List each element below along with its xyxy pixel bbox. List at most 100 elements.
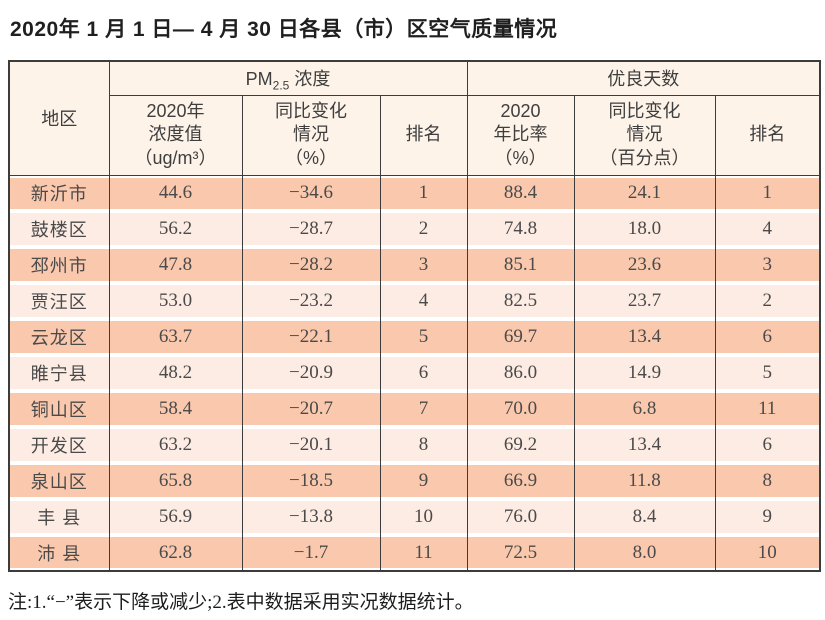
good-ratio-cell: 72.5: [466, 535, 575, 571]
region-cell: 云龙区: [8, 319, 110, 355]
good-change-cell: 24.1: [573, 175, 716, 211]
header-group-row: 地区 PM2.5 浓度 优良天数: [8, 60, 821, 176]
good-change-cell: 23.6: [573, 247, 716, 283]
pm25-label-prefix: PM: [245, 69, 273, 90]
region-cell: 开发区: [8, 427, 110, 463]
header-good-rank: 排名: [714, 94, 821, 176]
region-cell: 新沂市: [8, 175, 110, 211]
good-rank-cell: 1: [714, 175, 821, 211]
pm-change-cell: −20.7: [241, 391, 381, 427]
good-ratio-cell: 88.4: [466, 175, 575, 211]
good-change-cell: 14.9: [573, 355, 716, 391]
table-row: 睢宁县 48.2 −20.9 6 86.0 14.9 5: [8, 355, 821, 391]
table-row: 泉山区 65.8 −18.5 9 66.9 11.8 8: [8, 463, 821, 499]
pm-change-cell: −28.7: [241, 211, 381, 247]
good-rank-cell: 8: [714, 463, 821, 499]
footnote: 注:1.“−”表示下降或减少;2.表中数据采用实况数据统计。: [8, 592, 474, 613]
table-row: 邳州市 47.8 −28.2 3 85.1 23.6 3: [8, 247, 821, 283]
region-cell: 泉山区: [8, 463, 110, 499]
good-ratio-cell: 82.5: [466, 283, 575, 319]
pm-rank-cell: 7: [379, 391, 468, 427]
pm-value-cell: 65.8: [108, 463, 243, 499]
pm-value-cell: 44.6: [108, 175, 243, 211]
header-pm-rank: 排名: [379, 94, 468, 176]
pm-change-cell: −23.2: [241, 283, 381, 319]
region-cell: 沛 县: [8, 535, 110, 571]
good-ratio-cell: 76.0: [466, 499, 575, 535]
table-body: 新沂市 44.6 −34.6 1 88.4 24.1 1 鼓楼区 56.2 −2…: [8, 175, 821, 571]
header-pm25-group: PM2.5 浓度: [108, 60, 468, 96]
pm-rank-cell: 9: [379, 463, 468, 499]
good-change-cell: 18.0: [573, 211, 716, 247]
good-change-cell: 23.7: [573, 283, 716, 319]
pm-change-cell: −1.7: [241, 535, 381, 571]
region-cell: 睢宁县: [8, 355, 110, 391]
pm-value-cell: 47.8: [108, 247, 243, 283]
pm-rank-cell: 10: [379, 499, 468, 535]
pm-rank-cell: 4: [379, 283, 468, 319]
region-cell: 邳州市: [8, 247, 110, 283]
table-row: 丰 县 56.9 −13.8 10 76.0 8.4 9: [8, 499, 821, 535]
pm-rank-cell: 3: [379, 247, 468, 283]
region-cell: 丰 县: [8, 499, 110, 535]
header-good-days-group: 优良天数: [466, 60, 821, 96]
pm-change-cell: −20.1: [241, 427, 381, 463]
pm-rank-cell: 6: [379, 355, 468, 391]
region-cell: 鼓楼区: [8, 211, 110, 247]
table-row: 新沂市 44.6 −34.6 1 88.4 24.1 1: [8, 175, 821, 211]
good-rank-cell: 11: [714, 391, 821, 427]
good-rank-cell: 3: [714, 247, 821, 283]
pm-value-cell: 58.4: [108, 391, 243, 427]
pm-rank-cell: 5: [379, 319, 468, 355]
table-row: 铜山区 58.4 −20.7 7 70.0 6.8 11: [8, 391, 821, 427]
pm-change-cell: −28.2: [241, 247, 381, 283]
table-row: 贾汪区 53.0 −23.2 4 82.5 23.7 2: [8, 283, 821, 319]
header-good-ratio: 2020 年比率 （%）: [466, 94, 575, 176]
pm-rank-cell: 2: [379, 211, 468, 247]
pm-value-cell: 48.2: [108, 355, 243, 391]
good-change-cell: 13.4: [573, 427, 716, 463]
table-row: 鼓楼区 56.2 −28.7 2 74.8 18.0 4: [8, 211, 821, 247]
region-cell: 铜山区: [8, 391, 110, 427]
table-row: 开发区 63.2 −20.1 8 69.2 13.4 6: [8, 427, 821, 463]
header-region: 地区: [8, 60, 110, 176]
pm-change-cell: −22.1: [241, 319, 381, 355]
pm-value-cell: 56.2: [108, 211, 243, 247]
table-row: 沛 县 62.8 −1.7 11 72.5 8.0 10: [8, 535, 821, 571]
pm-change-cell: −20.9: [241, 355, 381, 391]
good-change-cell: 8.0: [573, 535, 716, 571]
table-header: 地区 PM2.5 浓度 优良天数 2020年 浓度值 （ug/m³） 同比变化 …: [8, 60, 821, 176]
good-rank-cell: 6: [714, 319, 821, 355]
region-cell: 贾汪区: [8, 283, 110, 319]
pm25-subscript: 2.5: [272, 78, 290, 93]
good-rank-cell: 2: [714, 283, 821, 319]
good-change-cell: 13.4: [573, 319, 716, 355]
air-quality-table: 地区 PM2.5 浓度 优良天数 2020年 浓度值 （ug/m³） 同比变化 …: [8, 60, 822, 572]
good-ratio-cell: 70.0: [466, 391, 575, 427]
good-change-cell: 6.8: [573, 391, 716, 427]
pm-value-cell: 53.0: [108, 283, 243, 319]
pm-change-cell: −13.8: [241, 499, 381, 535]
header-pm-value: 2020年 浓度值 （ug/m³）: [108, 94, 243, 176]
good-ratio-cell: 66.9: [466, 463, 575, 499]
pm-value-cell: 56.9: [108, 499, 243, 535]
header-sub-row: 2020年 浓度值 （ug/m³） 同比变化 情况 （%） 排名 2020 年比…: [9, 94, 821, 176]
good-rank-cell: 4: [714, 211, 821, 247]
good-rank-cell: 6: [714, 427, 821, 463]
page-title: 2020年 1 月 1 日— 4 月 30 日各县（市）区空气质量情况: [10, 18, 558, 41]
header-pm-change: 同比变化 情况 （%）: [241, 94, 381, 176]
pm-rank-cell: 11: [379, 535, 468, 571]
pm-rank-cell: 8: [379, 427, 468, 463]
good-ratio-cell: 74.8: [466, 211, 575, 247]
good-change-cell: 11.8: [573, 463, 716, 499]
good-ratio-cell: 86.0: [466, 355, 575, 391]
good-rank-cell: 9: [714, 499, 821, 535]
pm25-label-suffix: 浓度: [289, 69, 331, 90]
good-rank-cell: 10: [714, 535, 821, 571]
good-ratio-cell: 69.2: [466, 427, 575, 463]
good-rank-cell: 5: [714, 355, 821, 391]
good-ratio-cell: 69.7: [466, 319, 575, 355]
pm-value-cell: 62.8: [108, 535, 243, 571]
pm-change-cell: −18.5: [241, 463, 381, 499]
good-ratio-cell: 85.1: [466, 247, 575, 283]
